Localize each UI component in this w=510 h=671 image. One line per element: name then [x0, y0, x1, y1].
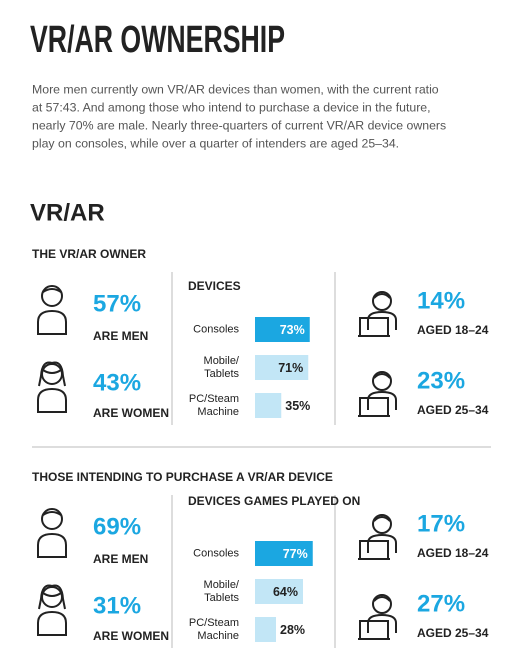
- chart-title: DEVICES: [188, 279, 241, 293]
- age-label: AGED 18–24: [417, 546, 489, 560]
- icon-laptop: [359, 540, 389, 560]
- bar-value-label: 71%: [278, 361, 303, 375]
- bar: [255, 393, 282, 418]
- man-icon: [37, 285, 67, 335]
- bar-category: Mobile/: [204, 355, 240, 367]
- man-icon: [37, 508, 67, 558]
- icon-body: [37, 309, 67, 335]
- age-label: AGED 25–34: [417, 626, 489, 640]
- intro-line: More men currently own VR/AR devices tha…: [32, 82, 439, 96]
- bar-value-label: 73%: [280, 323, 305, 337]
- bar-value-label: 77%: [283, 547, 308, 561]
- woman-icon: [37, 584, 67, 636]
- bar-category: Tablets: [204, 592, 239, 604]
- icon-hair: [38, 584, 66, 610]
- icon-head: [41, 285, 63, 307]
- icon-hair: [38, 361, 66, 387]
- age-icon: [358, 291, 397, 337]
- icon-hair: [373, 516, 391, 522]
- bar-category: Machine: [197, 630, 239, 642]
- bar: [255, 617, 276, 642]
- icon-hair: [373, 293, 391, 299]
- icon-hair: [42, 288, 62, 293]
- icon-laptop: [359, 397, 389, 417]
- intro-line: at 57:43. And among those who intend to …: [32, 100, 431, 114]
- age-icon: [358, 371, 397, 417]
- woman-icon: [37, 361, 67, 413]
- page-title: VR/AR OWNERSHIP: [30, 19, 285, 61]
- chart-title: DEVICES GAMES PLAYED ON: [188, 494, 360, 508]
- age-share: 27%: [417, 590, 465, 617]
- men-label: ARE MEN: [93, 552, 148, 566]
- age-share: 23%: [417, 367, 465, 394]
- icon-head: [372, 594, 392, 614]
- men-share: 69%: [93, 513, 141, 540]
- icon-head: [372, 514, 392, 534]
- bar-category: Consoles: [193, 323, 239, 335]
- bar: [255, 355, 309, 380]
- men-share: 57%: [93, 290, 141, 317]
- bar-category: Consoles: [193, 547, 239, 559]
- icon-head: [41, 508, 63, 530]
- age-label: AGED 25–34: [417, 403, 489, 417]
- icon-laptop: [359, 620, 389, 640]
- bar-value-label: 28%: [280, 623, 305, 637]
- icon-head: [372, 291, 392, 311]
- age-icon: [358, 514, 397, 560]
- icon-body: [367, 390, 397, 410]
- icon-laptop: [359, 317, 389, 337]
- age-icon: [358, 594, 397, 640]
- icon-hair: [373, 596, 391, 602]
- group-title: THOSE INTENDING TO PURCHASE A VR/AR DEVI…: [32, 470, 333, 484]
- icon-hair: [373, 373, 391, 379]
- icon-body: [37, 610, 67, 636]
- age-label: AGED 18–24: [417, 323, 489, 337]
- bar-category: PC/Steam: [189, 617, 239, 629]
- group-title: THE VR/AR OWNER: [32, 247, 146, 261]
- women-label: ARE WOMEN: [93, 406, 169, 420]
- icon-body: [367, 613, 397, 633]
- bar-category: PC/Steam: [189, 393, 239, 405]
- women-share: 31%: [93, 592, 141, 619]
- bar-value-label: 64%: [273, 585, 298, 599]
- intro-line: nearly 70% are male. Nearly three-quarte…: [32, 118, 446, 132]
- women-share: 43%: [93, 369, 141, 396]
- bar-category: Mobile/: [204, 579, 240, 591]
- bar-value-label: 35%: [285, 399, 310, 413]
- icon-body: [37, 387, 67, 413]
- bar: [255, 579, 303, 604]
- men-label: ARE MEN: [93, 329, 148, 343]
- bar: [255, 541, 313, 566]
- icon-hair: [42, 511, 62, 516]
- women-label: ARE WOMEN: [93, 629, 169, 643]
- icon-body: [367, 533, 397, 553]
- bar-category: Machine: [197, 406, 239, 418]
- bar-category: Tablets: [204, 368, 239, 380]
- icon-head: [372, 371, 392, 391]
- bar: [255, 317, 310, 342]
- icon-body: [367, 310, 397, 330]
- section-heading: VR/AR: [30, 199, 105, 226]
- icon-body: [37, 532, 67, 558]
- age-share: 17%: [417, 510, 465, 537]
- intro-line: play on consoles, while over a quarter o…: [32, 136, 399, 150]
- age-share: 14%: [417, 287, 465, 314]
